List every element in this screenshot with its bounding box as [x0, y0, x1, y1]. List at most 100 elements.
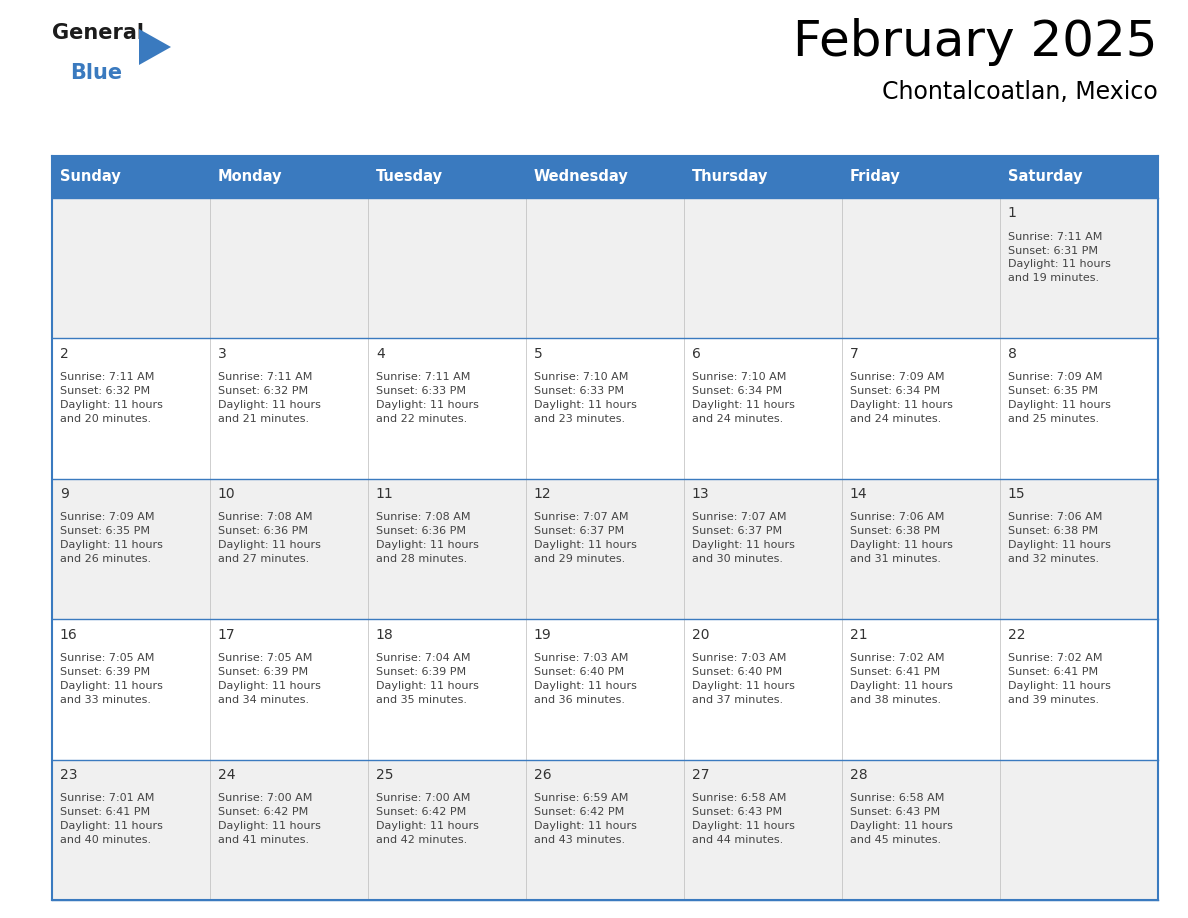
Text: Sunset: 6:40 PM: Sunset: 6:40 PM — [691, 666, 782, 677]
Text: and 20 minutes.: and 20 minutes. — [59, 414, 151, 424]
Text: Daylight: 11 hours: Daylight: 11 hours — [1007, 680, 1111, 690]
Text: Blue: Blue — [70, 63, 122, 83]
Text: 4: 4 — [375, 347, 385, 361]
Text: Sunset: 6:35 PM: Sunset: 6:35 PM — [1007, 386, 1098, 396]
Text: Daylight: 11 hours: Daylight: 11 hours — [375, 680, 479, 690]
Text: Daylight: 11 hours: Daylight: 11 hours — [59, 400, 163, 409]
Bar — [52, 759, 1158, 900]
Text: Sunrise: 7:08 AM: Sunrise: 7:08 AM — [217, 512, 312, 522]
Text: Daylight: 11 hours: Daylight: 11 hours — [849, 680, 953, 690]
Text: Sunset: 6:34 PM: Sunset: 6:34 PM — [849, 386, 940, 396]
Text: Sunset: 6:34 PM: Sunset: 6:34 PM — [691, 386, 782, 396]
Text: 1: 1 — [1007, 207, 1017, 220]
Text: 14: 14 — [849, 487, 867, 501]
Text: and 29 minutes.: and 29 minutes. — [533, 554, 625, 565]
Text: Sunset: 6:41 PM: Sunset: 6:41 PM — [1007, 666, 1098, 677]
Text: and 31 minutes.: and 31 minutes. — [849, 554, 941, 565]
Text: Sunrise: 7:11 AM: Sunrise: 7:11 AM — [1007, 231, 1102, 241]
Text: 18: 18 — [375, 628, 393, 642]
Text: February 2025: February 2025 — [794, 18, 1158, 66]
Text: Sunrise: 7:09 AM: Sunrise: 7:09 AM — [59, 512, 154, 522]
Text: Daylight: 11 hours: Daylight: 11 hours — [533, 400, 637, 409]
Text: Sunrise: 7:09 AM: Sunrise: 7:09 AM — [849, 372, 944, 382]
Text: Daylight: 11 hours: Daylight: 11 hours — [1007, 541, 1111, 550]
Text: and 22 minutes.: and 22 minutes. — [375, 414, 467, 424]
Text: Sunset: 6:32 PM: Sunset: 6:32 PM — [59, 386, 150, 396]
Text: Sunrise: 7:06 AM: Sunrise: 7:06 AM — [1007, 512, 1102, 522]
Text: Daylight: 11 hours: Daylight: 11 hours — [849, 400, 953, 409]
Bar — [52, 479, 1158, 620]
Text: Sunrise: 7:11 AM: Sunrise: 7:11 AM — [217, 372, 312, 382]
Text: Sunset: 6:40 PM: Sunset: 6:40 PM — [533, 666, 624, 677]
Text: 11: 11 — [375, 487, 393, 501]
Text: Sunrise: 7:07 AM: Sunrise: 7:07 AM — [691, 512, 786, 522]
Text: Sunrise: 7:11 AM: Sunrise: 7:11 AM — [375, 372, 470, 382]
Text: Sunset: 6:36 PM: Sunset: 6:36 PM — [217, 526, 308, 536]
Text: and 37 minutes.: and 37 minutes. — [691, 695, 783, 704]
Text: and 24 minutes.: and 24 minutes. — [849, 414, 941, 424]
Text: Sunset: 6:39 PM: Sunset: 6:39 PM — [59, 666, 150, 677]
Text: Sunset: 6:36 PM: Sunset: 6:36 PM — [375, 526, 466, 536]
Text: and 26 minutes.: and 26 minutes. — [59, 554, 151, 565]
Text: and 28 minutes.: and 28 minutes. — [375, 554, 467, 565]
Text: Daylight: 11 hours: Daylight: 11 hours — [533, 541, 637, 550]
Text: 23: 23 — [59, 768, 77, 782]
Text: Sunrise: 7:03 AM: Sunrise: 7:03 AM — [533, 653, 628, 663]
Bar — [52, 198, 1158, 339]
Text: Sunset: 6:38 PM: Sunset: 6:38 PM — [849, 526, 940, 536]
Text: Daylight: 11 hours: Daylight: 11 hours — [691, 541, 795, 550]
Text: Sunset: 6:35 PM: Sunset: 6:35 PM — [59, 526, 150, 536]
Text: and 44 minutes.: and 44 minutes. — [691, 835, 783, 845]
Text: 12: 12 — [533, 487, 551, 501]
Text: Sunrise: 7:05 AM: Sunrise: 7:05 AM — [59, 653, 154, 663]
Text: Daylight: 11 hours: Daylight: 11 hours — [217, 680, 321, 690]
Text: and 42 minutes.: and 42 minutes. — [375, 835, 467, 845]
Polygon shape — [139, 29, 171, 65]
Text: Sunset: 6:39 PM: Sunset: 6:39 PM — [375, 666, 466, 677]
Text: Daylight: 11 hours: Daylight: 11 hours — [375, 821, 479, 831]
Text: Daylight: 11 hours: Daylight: 11 hours — [849, 541, 953, 550]
Bar — [52, 339, 1158, 479]
Text: Sunset: 6:32 PM: Sunset: 6:32 PM — [217, 386, 308, 396]
Text: Sunset: 6:33 PM: Sunset: 6:33 PM — [375, 386, 466, 396]
Text: Sunset: 6:31 PM: Sunset: 6:31 PM — [1007, 246, 1098, 255]
Text: Sunrise: 7:11 AM: Sunrise: 7:11 AM — [59, 372, 154, 382]
Text: Daylight: 11 hours: Daylight: 11 hours — [691, 400, 795, 409]
Text: 21: 21 — [849, 628, 867, 642]
Text: Daylight: 11 hours: Daylight: 11 hours — [217, 400, 321, 409]
Text: Daylight: 11 hours: Daylight: 11 hours — [1007, 400, 1111, 409]
Text: and 35 minutes.: and 35 minutes. — [375, 695, 467, 704]
Text: and 30 minutes.: and 30 minutes. — [691, 554, 783, 565]
Text: Wednesday: Wednesday — [533, 170, 628, 185]
Text: and 41 minutes.: and 41 minutes. — [217, 835, 309, 845]
Text: 26: 26 — [533, 768, 551, 782]
Text: Sunrise: 7:02 AM: Sunrise: 7:02 AM — [849, 653, 944, 663]
Text: and 40 minutes.: and 40 minutes. — [59, 835, 151, 845]
Text: Daylight: 11 hours: Daylight: 11 hours — [691, 821, 795, 831]
Text: 19: 19 — [533, 628, 551, 642]
Text: and 32 minutes.: and 32 minutes. — [1007, 554, 1099, 565]
Text: 5: 5 — [533, 347, 543, 361]
Bar — [52, 620, 1158, 759]
Text: Sunrise: 7:09 AM: Sunrise: 7:09 AM — [1007, 372, 1102, 382]
Text: 15: 15 — [1007, 487, 1025, 501]
Text: 2: 2 — [59, 347, 69, 361]
Text: 20: 20 — [691, 628, 709, 642]
Text: Sunset: 6:37 PM: Sunset: 6:37 PM — [533, 526, 624, 536]
Text: Daylight: 11 hours: Daylight: 11 hours — [1007, 260, 1111, 270]
Text: Daylight: 11 hours: Daylight: 11 hours — [217, 821, 321, 831]
Text: Chontalcoatlan, Mexico: Chontalcoatlan, Mexico — [883, 80, 1158, 104]
Text: 8: 8 — [1007, 347, 1017, 361]
Text: Daylight: 11 hours: Daylight: 11 hours — [217, 541, 321, 550]
Text: and 36 minutes.: and 36 minutes. — [533, 695, 625, 704]
Text: 7: 7 — [849, 347, 859, 361]
Text: 17: 17 — [217, 628, 235, 642]
Text: Thursday: Thursday — [691, 170, 769, 185]
Text: Sunset: 6:41 PM: Sunset: 6:41 PM — [59, 807, 150, 817]
Text: Friday: Friday — [849, 170, 901, 185]
Text: General: General — [52, 23, 144, 43]
Text: Sunset: 6:33 PM: Sunset: 6:33 PM — [533, 386, 624, 396]
Text: Sunset: 6:43 PM: Sunset: 6:43 PM — [691, 807, 782, 817]
Text: 24: 24 — [217, 768, 235, 782]
Text: and 21 minutes.: and 21 minutes. — [217, 414, 309, 424]
